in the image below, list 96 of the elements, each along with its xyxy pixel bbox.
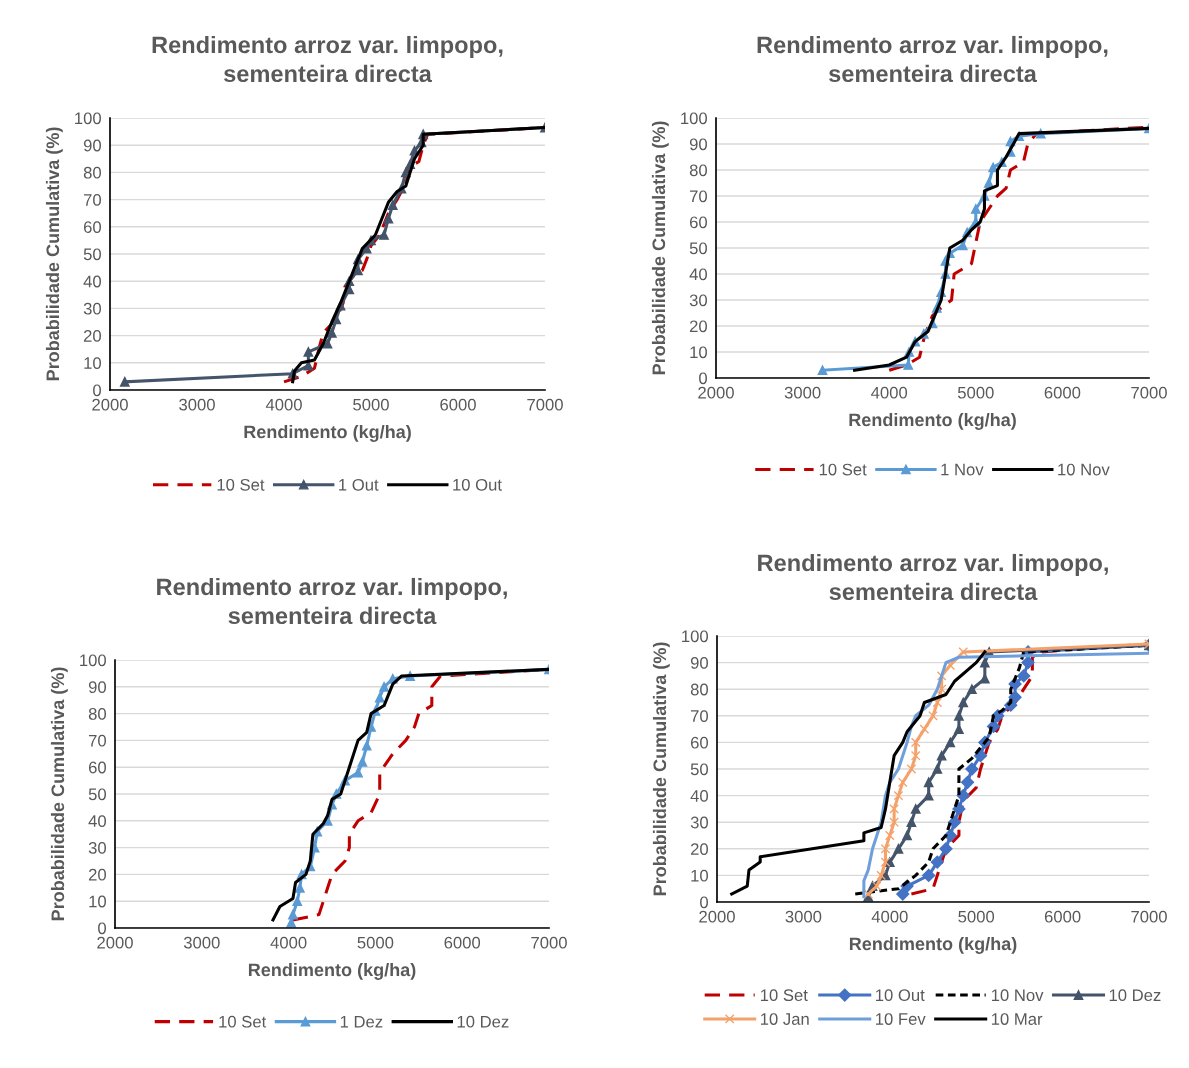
x-tick-label: 5000 bbox=[958, 910, 995, 923]
x-tick-label: 2000 bbox=[97, 936, 133, 949]
legend-label: 10 Set bbox=[760, 989, 808, 1002]
y-tick-label: 100 bbox=[75, 112, 102, 125]
legend-label: 10 Out bbox=[876, 989, 925, 1002]
y-tick-label: 20 bbox=[690, 843, 709, 855]
y-axis-title: Probabilidade Cumulativa (%) bbox=[652, 642, 670, 896]
x-tick-label: 3000 bbox=[179, 398, 215, 411]
x-tick-label: 2000 bbox=[699, 910, 735, 923]
legend-label: 1 Dez bbox=[340, 1015, 383, 1028]
x-axis-title: Rendimento (kg/ha) bbox=[244, 424, 411, 442]
x-tick-label: 3000 bbox=[784, 386, 821, 399]
y-tick-label: 60 bbox=[83, 221, 102, 233]
y-tick-label: 40 bbox=[689, 268, 708, 281]
legend-label: 10 Mar bbox=[991, 1013, 1043, 1025]
chart-title: Rendimento arroz var. limpopo, sementeira directa bbox=[757, 35, 1108, 83]
y-tick-label: 80 bbox=[690, 683, 709, 696]
chart-title: Rendimento arroz var. limpopo, sementeira directa bbox=[157, 577, 507, 625]
x-tick-label: 7000 bbox=[1131, 910, 1167, 923]
chart-title: Rendimento arroz var. limpopo, sementeira directa bbox=[758, 553, 1108, 601]
y-tick-label: 0 bbox=[93, 384, 102, 397]
legend-label: 1 Out bbox=[339, 478, 379, 491]
y-tick-label: 30 bbox=[83, 302, 102, 315]
y-tick-label: 0 bbox=[699, 372, 708, 385]
y-tick-label: 40 bbox=[83, 275, 102, 288]
legend-label: 10 Set bbox=[819, 463, 867, 476]
x-tick-label: 7000 bbox=[527, 398, 563, 411]
x-tick-label: 4000 bbox=[871, 386, 908, 399]
chart-title: Rendimento arroz var. limpopo, sementeira directa bbox=[152, 35, 503, 83]
legend-label: 10 Set bbox=[219, 1015, 267, 1028]
y-tick-label: 80 bbox=[83, 166, 102, 179]
x-tick-label: 7000 bbox=[1131, 386, 1167, 399]
y-tick-label: 70 bbox=[88, 734, 107, 747]
x-tick-label: 2000 bbox=[698, 386, 734, 399]
y-tick-label: 10 bbox=[691, 869, 709, 882]
y-tick-label: 0 bbox=[98, 922, 107, 935]
legend-label: 10 Set bbox=[217, 478, 265, 491]
y-tick-label: 30 bbox=[88, 842, 107, 854]
y-tick-label: 10 bbox=[690, 346, 708, 359]
x-tick-label: 6000 bbox=[440, 398, 476, 411]
x-axis-title: Rendimento (kg/ha) bbox=[849, 412, 1016, 430]
y-tick-label: 20 bbox=[689, 320, 708, 333]
x-tick-label: 4000 bbox=[270, 936, 307, 949]
y-tick-label: 40 bbox=[88, 815, 107, 827]
y-axis-title: Probabilidade Cumulativa (%) bbox=[651, 121, 669, 375]
y-tick-label: 20 bbox=[88, 868, 107, 881]
legend-label: 10 Out bbox=[453, 478, 502, 491]
y-tick-label: 70 bbox=[689, 190, 708, 203]
y-tick-label: 70 bbox=[83, 194, 102, 206]
y-tick-label: 50 bbox=[83, 248, 102, 261]
y-tick-label: 80 bbox=[689, 164, 708, 177]
y-axis-title: Probabilidade Cumulativa (%) bbox=[50, 667, 68, 921]
legend-label: 10 Nov bbox=[991, 989, 1044, 1002]
x-tick-label: 7000 bbox=[531, 936, 567, 949]
legend-label: 10 Nov bbox=[1058, 463, 1110, 476]
y-tick-label: 70 bbox=[690, 710, 709, 722]
y-tick-label: 60 bbox=[689, 216, 708, 229]
x-tick-label: 5000 bbox=[353, 398, 389, 411]
y-tick-label: 100 bbox=[681, 112, 708, 125]
x-tick-label: 3000 bbox=[183, 936, 220, 949]
x-tick-label: 5000 bbox=[957, 386, 994, 399]
legend-label: 10 Dez bbox=[1109, 989, 1161, 1002]
x-tick-label: 2000 bbox=[92, 398, 128, 411]
x-tick-label: 3000 bbox=[785, 910, 822, 923]
x-tick-label: 4000 bbox=[265, 398, 302, 411]
y-tick-label: 50 bbox=[88, 788, 107, 801]
y-tick-label: 100 bbox=[80, 654, 107, 667]
y-tick-label: 30 bbox=[690, 816, 709, 829]
y-tick-label: 60 bbox=[690, 736, 709, 749]
y-tick-label: 50 bbox=[689, 242, 708, 255]
y-tick-label: 90 bbox=[689, 138, 708, 151]
x-tick-label: 6000 bbox=[1044, 910, 1081, 923]
legend-label: 10 Jan bbox=[760, 1013, 809, 1025]
legend-label: 1 Nov bbox=[941, 463, 984, 476]
y-tick-label: 10 bbox=[84, 357, 102, 369]
y-tick-label: 60 bbox=[88, 761, 107, 774]
x-tick-label: 6000 bbox=[444, 936, 481, 949]
y-tick-label: 20 bbox=[83, 330, 102, 342]
legend-label: 10 Dez bbox=[457, 1015, 509, 1028]
y-tick-label: 90 bbox=[690, 657, 709, 669]
x-tick-label: 4000 bbox=[871, 910, 908, 923]
y-tick-label: 100 bbox=[682, 630, 709, 643]
y-tick-label: 90 bbox=[83, 139, 102, 152]
x-tick-label: 6000 bbox=[1044, 386, 1081, 399]
y-tick-label: 10 bbox=[89, 895, 107, 908]
x-axis-title: Rendimento (kg/ha) bbox=[248, 962, 416, 980]
x-tick-label: 5000 bbox=[357, 936, 394, 949]
y-tick-label: 50 bbox=[690, 763, 709, 776]
x-axis-title: Rendimento (kg/ha) bbox=[849, 936, 1017, 954]
y-tick-label: 90 bbox=[88, 681, 107, 693]
y-axis-title: Probabilidade Cumulativa (%) bbox=[45, 127, 63, 381]
y-tick-label: 80 bbox=[88, 708, 107, 720]
legend-label: 10 Fev bbox=[876, 1013, 926, 1025]
y-tick-label: 40 bbox=[690, 790, 709, 802]
y-tick-label: 0 bbox=[700, 896, 709, 909]
y-tick-label: 30 bbox=[689, 294, 708, 307]
